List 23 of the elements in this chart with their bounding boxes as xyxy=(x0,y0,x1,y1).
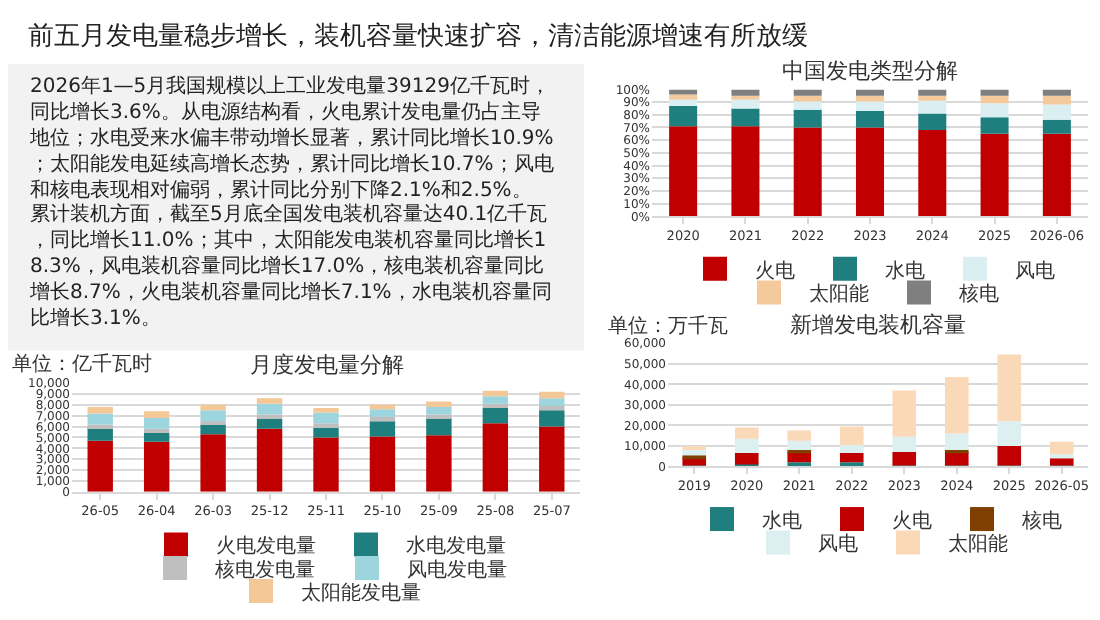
legend-label: 水电 xyxy=(885,258,925,283)
legend-label: 核电 xyxy=(1020,508,1062,533)
legend-label: 太阳能 xyxy=(948,532,1008,557)
legend-label: 火电 xyxy=(755,258,795,283)
legend-label: 核电 xyxy=(957,282,999,307)
y-axis-title: 单位：亿千瓦时 xyxy=(12,352,152,376)
chart-title: 月度发电量分解 xyxy=(250,352,404,378)
legend-label: 风电 xyxy=(1015,258,1055,283)
legend-label: 太阳能发电量 xyxy=(301,580,421,605)
text: 累计装机方面，截至5月底全国发电装机容量达40.1亿千瓦，同比增长11.0%；其中，太阳能发电装机容量同比增长18.3%，风电装机容量同比增长17.0%，核电装机容量同比增长8.7%，火电装机容量同比增长7.1%，水电装机容量同比增长3.1%。 xyxy=(28,202,552,330)
text: 2026年1—5月我国规模以上工业发电量39129亿千瓦时，同比增长3.6%。从电源结构看，火电累计发电量仍占主导地位；水电受来水偏丰带动增长显著，累计同比增长10.9%；太阳能发电延续高增长态势，累计同比增长10.7%；风电和核电表现相对偏弱，累计同比分别下降2.1%和2.5%。 xyxy=(28,74,554,202)
legend-label: 风电 xyxy=(818,532,858,557)
legend-label: 水电发电量 xyxy=(406,534,506,559)
legend-label: 太阳能 xyxy=(809,282,869,307)
legend-label: 火电 xyxy=(892,508,932,533)
text: 前五月发电量稳步增长，装机容量快速扩容，清洁能源增速有所放缓 xyxy=(28,20,808,52)
chart-title: 新增发电装机容量 xyxy=(790,312,966,338)
legend-label: 水电 xyxy=(762,508,802,533)
legend-label: 风电发电量 xyxy=(407,557,507,582)
legend-label: 火电发电量 xyxy=(216,534,316,559)
legend-label: 核电发电量 xyxy=(213,557,315,582)
chart-title: 中国发电类型分解 xyxy=(782,58,958,84)
y-axis-title: 单位：万千瓦 xyxy=(608,314,728,338)
